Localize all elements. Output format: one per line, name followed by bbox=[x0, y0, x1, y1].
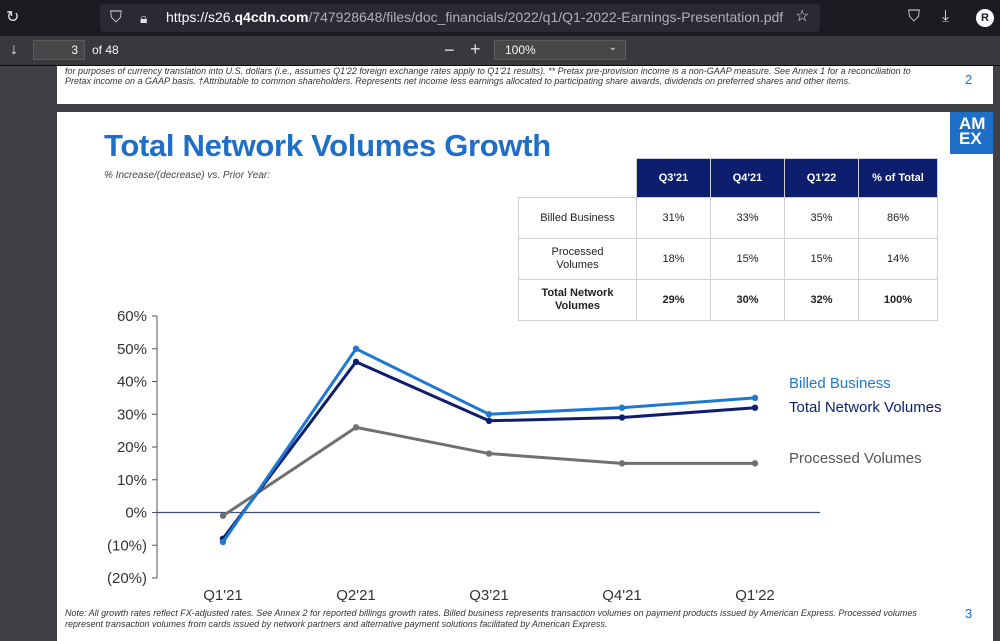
legend-label: Total Network Volumes bbox=[789, 399, 942, 416]
chevron-down-icon: ⌄ bbox=[608, 42, 617, 53]
data-point bbox=[751, 394, 759, 402]
data-point bbox=[618, 460, 626, 467]
page-3-number: 3 bbox=[965, 606, 973, 621]
row-label: Total Network Volumes bbox=[518, 279, 637, 321]
pocket-icon[interactable]: ⛉ bbox=[908, 8, 921, 25]
table-header: % of Total bbox=[858, 158, 938, 198]
legend-label: Processed Volumes bbox=[789, 450, 922, 467]
amex-logo: AM EX bbox=[950, 112, 993, 154]
growth-line-chart: (20%) (10%) 0% 10% 20% 30% 40% 50% 60% Q1'21 Q2'21… bbox=[107, 308, 942, 602]
row-label: Processed Volumes bbox=[518, 238, 637, 280]
data-point bbox=[751, 404, 759, 411]
browser-toolbar: ↻ ⛉ 🔒︎ https://s26.q4cdn.com/747928648/f… bbox=[0, 0, 1000, 36]
y-tick-label: 50% bbox=[117, 341, 147, 358]
page-number-input[interactable]: 3 bbox=[33, 40, 85, 60]
table-cell: 30% bbox=[710, 279, 785, 321]
table-cell: 29% bbox=[636, 279, 711, 321]
series-line bbox=[222, 425, 755, 518]
table-header: Q4'21 bbox=[710, 158, 785, 198]
page-2-footnote: for purposes of currency translation int… bbox=[65, 66, 911, 86]
table-cell: 100% bbox=[858, 279, 938, 321]
data-point bbox=[618, 414, 626, 421]
y-tick-label: 20% bbox=[117, 439, 147, 456]
data-point bbox=[485, 411, 493, 418]
y-tick-label: (20%) bbox=[107, 570, 147, 587]
slide-note: Note: All growth rates reflect FX-adjust… bbox=[65, 608, 917, 629]
data-point bbox=[485, 417, 493, 424]
x-tick-label: Q4'21 bbox=[602, 587, 642, 602]
table-cell: 33% bbox=[710, 197, 785, 239]
reload-icon[interactable]: ↻ bbox=[6, 9, 20, 26]
y-tick-label: 40% bbox=[117, 374, 147, 391]
table-row: Total Network Volumes 29% 30% 32% 100% bbox=[518, 279, 938, 321]
slide-subtitle: % Increase/(decrease) vs. Prior Year: bbox=[104, 170, 270, 181]
x-tick-label: Q1'22 bbox=[735, 587, 775, 602]
y-tick-label: 60% bbox=[117, 308, 147, 325]
legend-label: Billed Business bbox=[789, 375, 891, 392]
y-tick-label: 10% bbox=[117, 472, 147, 489]
data-point bbox=[485, 450, 493, 457]
data-point bbox=[352, 424, 360, 431]
table-cell: 18% bbox=[636, 238, 711, 280]
data-point bbox=[352, 358, 360, 366]
slide-title: Total Network Volumes Growth bbox=[104, 128, 551, 163]
data-point bbox=[352, 345, 360, 352]
table-header: Q3'21 bbox=[636, 158, 711, 198]
table-row: Processed Volumes 18% 15% 15% 14% bbox=[518, 238, 938, 280]
page-3: Total Network Volumes Growth % Increase/… bbox=[57, 112, 993, 641]
data-point bbox=[751, 460, 759, 467]
page-2: for purposes of currency translation int… bbox=[57, 66, 993, 104]
url-text[interactable]: https://s26.q4cdn.com/747928648/files/do… bbox=[166, 9, 784, 25]
zoom-in-icon[interactable]: + bbox=[470, 39, 481, 59]
table-cell: 35% bbox=[784, 197, 859, 239]
shield-icon[interactable]: ⛉ bbox=[110, 9, 123, 26]
profile-avatar[interactable]: R bbox=[976, 9, 994, 27]
x-tick-label: Q2'21 bbox=[336, 587, 376, 602]
address-bar[interactable]: ⛉ 🔒︎ bbox=[100, 4, 820, 32]
x-tick-label: Q3'21 bbox=[469, 587, 509, 602]
table-row: Billed Business 31% 33% 35% 86% bbox=[518, 197, 938, 239]
zoom-select[interactable]: 100% ⌄ bbox=[494, 40, 626, 60]
y-tick-label: 30% bbox=[117, 406, 147, 423]
bookmark-star-icon[interactable]: ☆ bbox=[795, 8, 810, 25]
table-cell: 86% bbox=[858, 197, 938, 239]
lock-icon[interactable]: 🔒︎ bbox=[140, 10, 148, 26]
page-count: of 48 bbox=[92, 43, 119, 57]
y-tick-label: (10%) bbox=[107, 537, 147, 554]
zoom-out-icon[interactable]: − bbox=[444, 40, 455, 60]
data-point bbox=[219, 538, 227, 546]
data-point bbox=[219, 512, 227, 519]
x-tick-label: Q1'21 bbox=[203, 587, 243, 602]
table-header: Q1'22 bbox=[784, 158, 859, 198]
next-page-icon[interactable]: ↓ bbox=[10, 41, 18, 58]
download-icon[interactable]: ⤓ bbox=[942, 8, 950, 25]
table-cell: 14% bbox=[858, 238, 938, 280]
y-tick-label: 0% bbox=[125, 505, 147, 522]
data-point bbox=[618, 404, 626, 411]
growth-table: Q3'21 Q4'21 Q1'22 % of Total Billed Busi… bbox=[518, 158, 938, 321]
page-2-number: 2 bbox=[965, 72, 973, 87]
table-cell: 31% bbox=[636, 197, 711, 239]
